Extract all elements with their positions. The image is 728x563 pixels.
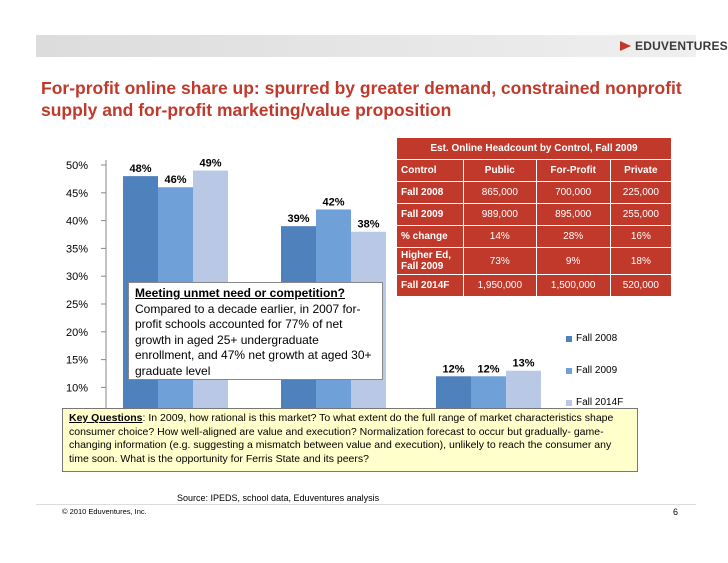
legend-item: Fall 2014F (566, 397, 623, 408)
data-label: 42% (322, 196, 344, 208)
table-cell: 520,000 (609, 274, 673, 297)
header-bar (36, 35, 696, 57)
data-label: 39% (287, 213, 309, 225)
table-col-header: For-Profit (535, 159, 611, 182)
table-cell: 14% (463, 225, 537, 248)
callout-heading: Meeting unmet need or competition? (135, 286, 346, 300)
legend-label: Fall 2009 (576, 365, 618, 376)
table-cell: 225,000 (609, 181, 673, 204)
table-col-header: Public (463, 159, 537, 182)
table-col-header: Private (609, 159, 673, 182)
table-header-row: Control Public For-Profit Private (396, 159, 673, 182)
table-cell: 16% (609, 225, 673, 248)
data-label: 49% (199, 158, 221, 170)
logo-arrow-icon (620, 41, 632, 51)
table-cell: 255,000 (609, 203, 673, 226)
table-cell: 895,000 (535, 203, 611, 226)
y-tick-label: 50% (66, 160, 88, 172)
y-tick-label: 15% (66, 355, 88, 367)
table-title: Est. Online Headcount by Control, Fall 2… (396, 137, 672, 160)
table-row-label: Higher Ed, Fall 2009 (396, 247, 464, 275)
table-col-header: Control (396, 159, 464, 182)
data-label: 12% (442, 363, 464, 375)
key-questions-label: Key Questions (69, 412, 143, 424)
legend-label: Fall 2014F (576, 397, 624, 408)
key-questions-text: : In 2009, how rational is this market? … (69, 412, 614, 465)
table-cell: 73% (463, 247, 537, 275)
table-row: % change 14% 28% 16% (396, 225, 673, 248)
legend-swatch (566, 399, 572, 406)
table-cell: 700,000 (535, 181, 611, 204)
y-tick-label: 45% (66, 188, 88, 200)
table-cell: 9% (535, 247, 611, 275)
callout-body: Compared to a decade earlier, in 2007 fo… (135, 301, 372, 378)
y-tick-label: 30% (66, 271, 88, 283)
table-cell: 865,000 (463, 181, 537, 204)
table-cell: 989,000 (463, 203, 537, 226)
legend-swatch (566, 367, 572, 374)
source-note: Source: IPEDS, school data, Eduventures … (177, 493, 380, 503)
table-cell: 18% (609, 247, 673, 275)
data-label: 12% (477, 363, 499, 375)
headcount-table: Est. Online Headcount by Control, Fall 2… (396, 137, 673, 297)
logo-text: EDUVENTURES (635, 39, 728, 53)
legend-label: Fall 2008 (576, 333, 618, 344)
table-row: Higher Ed, Fall 2009 73% 9% 18% (396, 247, 673, 275)
legend-item: Fall 2008 (566, 333, 617, 344)
table-row: Fall 2009 989,000 895,000 255,000 (396, 203, 673, 226)
callout-box: Meeting unmet need or competition? Compa… (128, 282, 383, 380)
y-tick-label: 40% (66, 216, 88, 228)
y-tick-label: 25% (66, 299, 88, 311)
data-label: 13% (512, 358, 534, 370)
y-axis: 50% 45% 40% 35% 30% 25% 20% 15% 10% (66, 160, 107, 410)
legend-item: Fall 2009 (566, 365, 617, 376)
table-row-label: Fall 2009 (396, 203, 464, 226)
table-row-label: % change (396, 225, 464, 248)
y-tick-label: 35% (66, 243, 88, 255)
data-label: 38% (357, 219, 379, 231)
page-title: For-profit online share up: spurred by g… (41, 78, 682, 120)
table-row: Fall 2014F 1,950,000 1,500,000 520,000 (396, 274, 673, 297)
data-label: 48% (129, 163, 151, 175)
table-cell: 28% (535, 225, 611, 248)
y-tick-label: 20% (66, 327, 88, 339)
table-cell: 1,500,000 (535, 274, 611, 297)
data-labels: 48% 46% 49% 39% 42% 38% 12% 12% 13% (129, 158, 534, 376)
data-label: 46% (164, 174, 186, 186)
footer-divider (36, 504, 696, 505)
legend-swatch (566, 335, 572, 342)
page-number: 6 (673, 507, 679, 517)
table-row: Fall 2008 865,000 700,000 225,000 (396, 181, 673, 204)
copyright: © 2010 Eduventures, Inc. (62, 507, 147, 516)
table-row-label: Fall 2008 (396, 181, 464, 204)
key-questions-box: Key Questions: In 2009, how rational is … (62, 408, 638, 472)
y-tick-label: 10% (66, 382, 88, 394)
table-row-label: Fall 2014F (396, 274, 464, 297)
table-cell: 1,950,000 (463, 274, 537, 297)
